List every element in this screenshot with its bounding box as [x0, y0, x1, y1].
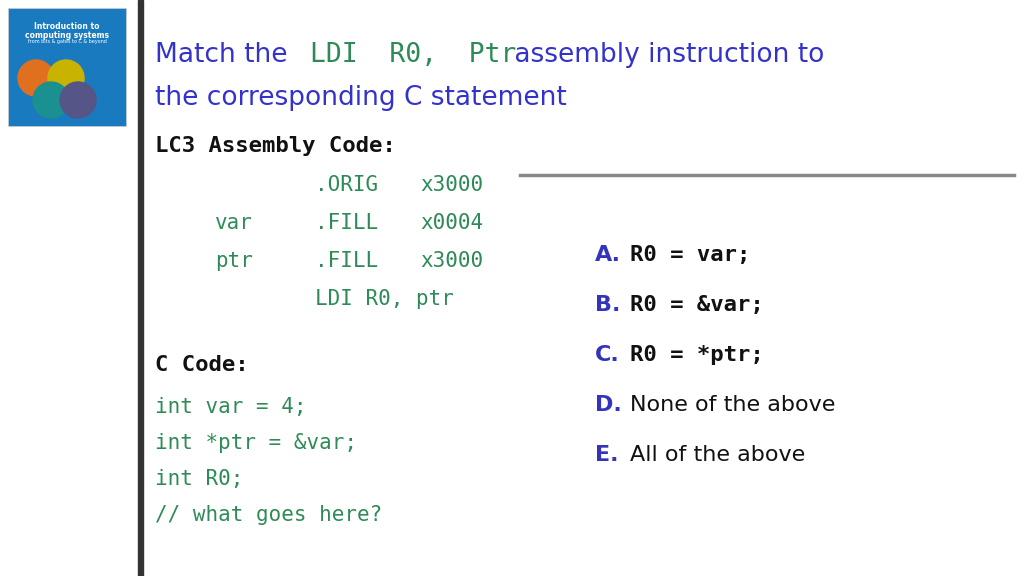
Text: Match the: Match the	[155, 42, 296, 68]
Circle shape	[33, 82, 69, 118]
Text: LC3 Assembly Code:: LC3 Assembly Code:	[155, 136, 395, 156]
Text: int var = 4;: int var = 4;	[155, 397, 306, 417]
Text: Introduction to: Introduction to	[34, 22, 99, 31]
Text: R0 = var;: R0 = var;	[630, 245, 751, 265]
Bar	[138, 0, 143, 576]
Text: ptr: ptr	[215, 251, 253, 271]
Circle shape	[48, 60, 84, 96]
Text: .FILL: .FILL	[315, 251, 378, 271]
Text: LDI  R0,  Ptr: LDI R0, Ptr	[310, 42, 516, 68]
Text: from bits & gates to C & beyond: from bits & gates to C & beyond	[28, 39, 106, 44]
Text: int *ptr = &var;: int *ptr = &var;	[155, 433, 357, 453]
Text: x0004: x0004	[420, 213, 483, 233]
Text: None of the above: None of the above	[630, 395, 836, 415]
Text: // what goes here?: // what goes here?	[155, 505, 382, 525]
Text: R0 = &var;: R0 = &var;	[630, 295, 764, 315]
Text: All of the above: All of the above	[630, 445, 805, 465]
Text: .ORIG: .ORIG	[315, 175, 378, 195]
Text: .FILL: .FILL	[315, 213, 378, 233]
Text: R0 = *ptr;: R0 = *ptr;	[630, 345, 764, 365]
Text: E.: E.	[595, 445, 618, 465]
Circle shape	[60, 82, 96, 118]
Circle shape	[18, 60, 54, 96]
Text: computing systems: computing systems	[25, 31, 109, 40]
Text: LDI R0, ptr: LDI R0, ptr	[315, 289, 454, 309]
Text: C Code:: C Code:	[155, 355, 249, 375]
Text: int R0;: int R0;	[155, 469, 244, 489]
Text: B.: B.	[595, 295, 621, 315]
Text: A.: A.	[595, 245, 621, 265]
Text: the corresponding C statement: the corresponding C statement	[155, 85, 566, 111]
Bar	[8, 8, 126, 126]
Text: var: var	[215, 213, 253, 233]
Text: x3000: x3000	[420, 251, 483, 271]
Text: assembly instruction to: assembly instruction to	[506, 42, 824, 68]
Text: D.: D.	[595, 395, 622, 415]
Text: C.: C.	[595, 345, 620, 365]
Text: x3000: x3000	[420, 175, 483, 195]
